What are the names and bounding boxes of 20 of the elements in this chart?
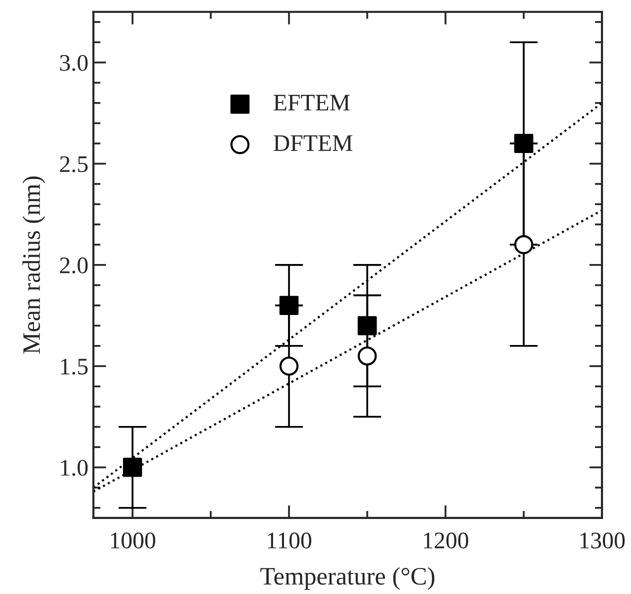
y-tick-label: 2.5	[60, 156, 88, 172]
point	[122, 458, 142, 477]
x-axis-title: Temperature (°C)	[260, 567, 434, 590]
legend-label: DFTEM	[274, 135, 352, 151]
y-axis-title: Mean radius (nm)	[22, 176, 46, 354]
point	[279, 356, 299, 376]
y-tick-label: 3.0	[60, 54, 88, 72]
point	[358, 316, 377, 336]
x-tick-label: 1300	[580, 532, 625, 548]
point	[514, 235, 534, 254]
x-tick-label: 1100	[268, 532, 312, 548]
x-tick-label: 1200	[424, 532, 468, 548]
y-tick-label: 1.5	[61, 358, 88, 375]
point	[279, 296, 299, 315]
legend-label: EFTEM	[274, 94, 350, 110]
x-tick-label: 1000	[110, 532, 156, 548]
point	[358, 346, 377, 366]
point	[514, 134, 534, 154]
y-tick-label: 1.0	[61, 460, 88, 476]
y-tick-label: 2.0	[60, 257, 88, 274]
